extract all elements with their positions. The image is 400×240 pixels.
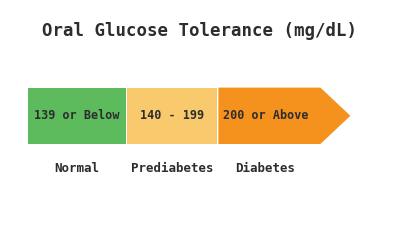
- Text: Prediabetes: Prediabetes: [131, 162, 214, 174]
- Text: 139 or Below: 139 or Below: [34, 109, 120, 122]
- Text: 140 - 199: 140 - 199: [140, 109, 204, 122]
- Polygon shape: [28, 88, 126, 144]
- Text: 200 or Above: 200 or Above: [223, 109, 308, 122]
- Polygon shape: [218, 88, 350, 144]
- Text: Normal: Normal: [54, 162, 100, 174]
- Text: Diabetes: Diabetes: [235, 162, 295, 174]
- Text: Oral Glucose Tolerance (mg/dL): Oral Glucose Tolerance (mg/dL): [42, 22, 358, 40]
- Polygon shape: [127, 88, 217, 144]
